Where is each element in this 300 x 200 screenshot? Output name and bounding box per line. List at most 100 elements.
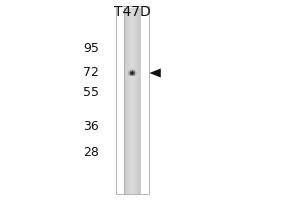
Bar [127, 76, 128, 77]
Bar [133, 72, 134, 73]
Bar [127, 74, 128, 75]
Bar [130, 69, 131, 70]
Bar [134, 75, 135, 76]
Bar [129, 75, 130, 76]
Bar [136, 69, 137, 70]
Bar [130, 77, 131, 78]
Bar [125, 74, 126, 75]
Bar [129, 76, 130, 77]
Bar [125, 8, 126, 194]
Bar [126, 74, 127, 75]
Bar [135, 74, 136, 75]
Bar [134, 8, 135, 194]
Bar [132, 75, 133, 76]
Bar [134, 74, 135, 75]
Bar [134, 68, 135, 69]
Bar [125, 71, 126, 72]
Bar [126, 73, 127, 74]
Bar [134, 77, 135, 78]
Bar [134, 74, 135, 75]
Bar [129, 8, 130, 194]
Bar [134, 8, 135, 194]
Bar [136, 70, 137, 71]
Bar [130, 70, 131, 71]
Bar [137, 72, 138, 73]
Bar [134, 69, 135, 70]
Bar [125, 75, 126, 76]
Bar [132, 8, 133, 194]
Bar [116, 6, 149, 194]
Bar [133, 68, 134, 69]
Bar [131, 75, 132, 76]
Bar [131, 74, 132, 75]
Bar [132, 69, 133, 70]
Bar [137, 74, 138, 75]
Bar [126, 70, 127, 71]
Bar [130, 68, 131, 69]
Bar [129, 71, 130, 72]
Bar [130, 71, 131, 72]
Bar [136, 72, 137, 73]
Bar [134, 73, 135, 74]
Bar [133, 75, 134, 76]
Bar [137, 75, 138, 76]
Text: T47D: T47D [114, 5, 150, 19]
Bar [134, 75, 135, 76]
Bar [132, 75, 133, 76]
Bar [127, 69, 128, 70]
Bar [129, 77, 130, 78]
Bar [127, 70, 128, 71]
Bar [132, 69, 133, 70]
Bar [134, 71, 135, 72]
Bar [127, 8, 128, 194]
Bar [133, 8, 134, 194]
Bar [129, 74, 130, 75]
Bar [127, 74, 128, 75]
Bar [132, 76, 133, 77]
Bar [134, 68, 135, 69]
Bar [136, 69, 137, 70]
Bar [135, 73, 136, 74]
Bar [126, 75, 127, 76]
Bar [134, 70, 135, 71]
Bar [136, 69, 137, 70]
Bar [125, 72, 126, 73]
Bar [128, 69, 129, 70]
Bar [137, 75, 138, 76]
Bar [129, 72, 130, 73]
Bar [132, 70, 133, 71]
Bar [130, 74, 131, 75]
Bar [134, 69, 135, 70]
Bar [133, 71, 134, 72]
Bar [127, 69, 128, 70]
Bar [126, 72, 127, 73]
Bar [132, 72, 133, 73]
Bar [129, 69, 130, 70]
Bar [124, 8, 125, 194]
Bar [132, 75, 133, 76]
Bar [135, 76, 136, 77]
Bar [125, 70, 126, 71]
Bar [132, 77, 133, 78]
Bar [128, 70, 129, 71]
Bar [132, 68, 133, 69]
Bar [131, 75, 132, 76]
Bar [130, 74, 131, 75]
Bar [136, 70, 137, 71]
Bar [131, 76, 132, 77]
Bar [132, 75, 133, 76]
Bar [133, 77, 134, 78]
Bar [127, 72, 128, 73]
Bar [136, 8, 137, 194]
Bar [129, 8, 130, 194]
Bar [132, 69, 133, 70]
Bar [128, 75, 129, 76]
Bar [125, 72, 126, 73]
Bar [133, 75, 134, 76]
Text: 72: 72 [83, 66, 99, 79]
Bar [135, 75, 136, 76]
Bar [131, 8, 132, 194]
Bar [133, 76, 134, 77]
Bar [128, 72, 129, 73]
Bar [137, 71, 138, 72]
